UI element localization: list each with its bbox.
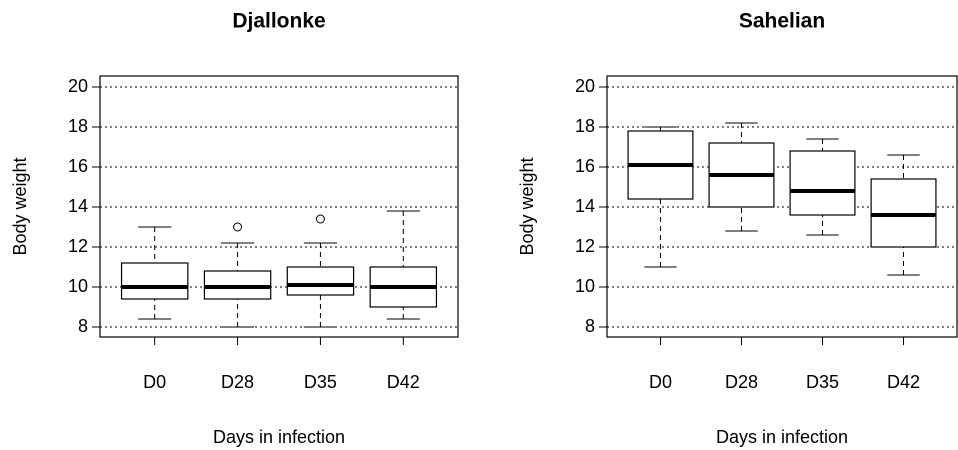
y-tick-label: 10 xyxy=(575,276,595,296)
y-tick-label: 8 xyxy=(585,316,595,336)
x-tick-label: D35 xyxy=(806,372,839,392)
x-tick-label: D0 xyxy=(143,372,166,392)
x-tick-label: D42 xyxy=(887,372,920,392)
box xyxy=(789,150,856,216)
x-axis-label: Days in infection xyxy=(716,427,848,447)
chart-title: Sahelian xyxy=(739,10,825,33)
x-tick-label: D28 xyxy=(725,372,758,392)
y-tick-label: 8 xyxy=(78,316,88,336)
x-axis-label: Days in infection xyxy=(213,427,345,447)
box xyxy=(286,266,355,296)
y-tick-label: 18 xyxy=(575,116,595,136)
y-tick-label: 10 xyxy=(68,276,88,296)
y-axis-label: Body weight xyxy=(517,157,537,255)
y-tick-label: 20 xyxy=(575,76,595,96)
y-tick-label: 12 xyxy=(68,236,88,256)
y-tick-label: 12 xyxy=(575,236,595,256)
y-tick-label: 16 xyxy=(68,156,88,176)
y-tick-label: 14 xyxy=(575,196,595,216)
y-tick-label: 14 xyxy=(68,196,88,216)
x-tick-label: D0 xyxy=(649,372,672,392)
outlier xyxy=(233,222,243,232)
outlier xyxy=(315,214,325,224)
y-tick-label: 18 xyxy=(68,116,88,136)
plot-frame xyxy=(606,75,958,338)
y-tick-label: 16 xyxy=(575,156,595,176)
y-tick-label: 20 xyxy=(68,76,88,96)
plot-frame xyxy=(99,75,459,338)
chart-title: Djallonke xyxy=(232,10,325,33)
x-tick-label: D28 xyxy=(221,372,254,392)
box xyxy=(120,262,189,300)
y-axis-label: Body weight xyxy=(10,157,30,255)
x-tick-label: D42 xyxy=(387,372,420,392)
x-tick-label: D35 xyxy=(304,372,337,392)
